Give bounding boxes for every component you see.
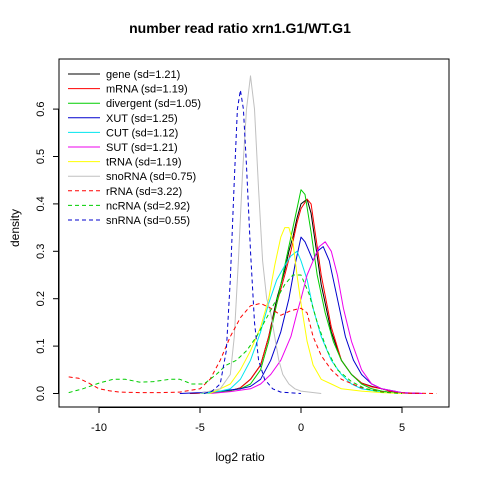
- legend-label-8: rRNA (sd=3.22): [106, 186, 182, 198]
- y-tick-label: 0.4: [35, 196, 47, 211]
- x-tick-label: -10: [91, 422, 107, 434]
- series-line-6: [209, 227, 403, 394]
- legend-label-2: divergent (sd=1.05): [106, 98, 201, 110]
- x-axis-label: log2 ratio: [215, 450, 265, 464]
- legend-label-1: mRNA (sd=1.19): [106, 84, 188, 96]
- y-tick-label: 0.0: [35, 386, 47, 401]
- legend-label-10: snRNA (sd=0.55): [106, 215, 190, 227]
- y-tick-label: 0.3: [35, 244, 47, 259]
- series-line-7: [199, 75, 322, 394]
- series-line-5: [210, 241, 423, 394]
- series-line-9: [68, 274, 403, 394]
- x-tick-label: 5: [399, 422, 405, 434]
- chart-title: number read ratio xrn1.G1/WT.G1: [129, 20, 351, 36]
- y-tick-label: 0.2: [35, 291, 47, 306]
- series-line-4: [199, 250, 403, 394]
- legend-label-4: CUT (sd=1.12): [106, 127, 178, 139]
- series-line-3: [179, 236, 423, 394]
- legend-label-0: gene (sd=1.21): [106, 69, 180, 81]
- legend-label-3: XUT (sd=1.25): [106, 113, 178, 125]
- y-tick-label: 0.1: [35, 338, 47, 353]
- series-line-10: [203, 89, 302, 394]
- y-tick-label: 0.5: [35, 149, 47, 164]
- x-tick-label: 0: [298, 422, 304, 434]
- y-tick-label: 0.6: [35, 101, 47, 116]
- legend-label-7: snoRNA (sd=0.75): [106, 171, 196, 183]
- series-line-0: [189, 198, 423, 394]
- legend-label-5: SUT (sd=1.21): [106, 142, 178, 154]
- series-line-8: [68, 302, 437, 394]
- series-line-2: [199, 189, 403, 394]
- legend-label-6: tRNA (sd=1.19): [106, 157, 182, 169]
- plot-frame: [58, 58, 450, 408]
- series-line-1: [189, 198, 423, 394]
- legend-label-9: ncRNA (sd=2.92): [106, 200, 190, 212]
- x-tick-label: -5: [195, 422, 205, 434]
